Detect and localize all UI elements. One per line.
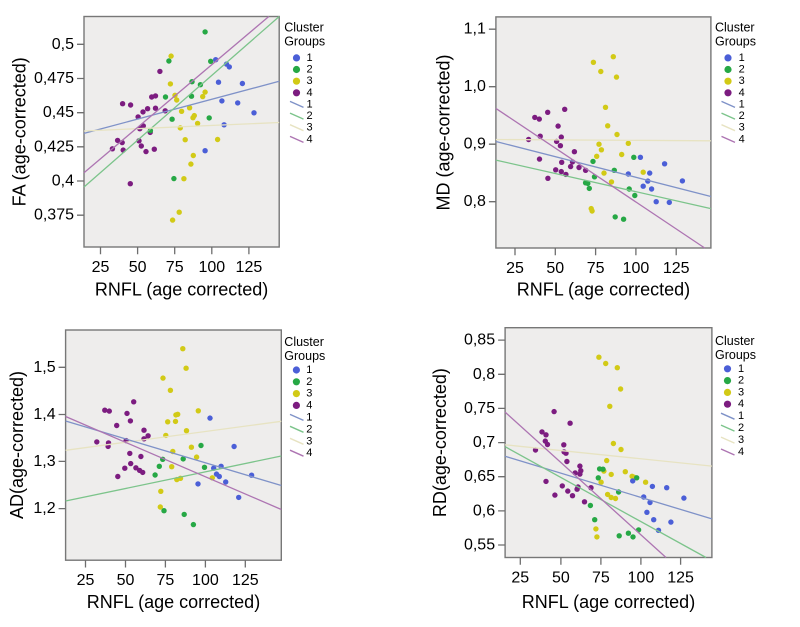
svg-text:3: 3 [738,386,744,398]
svg-text:3: 3 [307,122,313,134]
svg-text:2: 2 [307,110,313,122]
svg-text:0,5: 0,5 [52,36,74,53]
svg-text:AD(age-corrected): AD(age-corrected) [7,371,27,519]
svg-text:4: 4 [738,398,744,410]
svg-text:125: 125 [232,572,259,589]
svg-text:3: 3 [307,75,313,87]
svg-text:2: 2 [739,64,745,76]
svg-text:Groups: Groups [715,348,756,362]
svg-text:0,6: 0,6 [473,502,495,519]
svg-text:100: 100 [628,569,655,586]
svg-text:2: 2 [739,110,745,122]
svg-text:Cluster: Cluster [715,20,755,34]
svg-text:4: 4 [306,399,312,411]
svg-text:1: 1 [738,410,744,422]
svg-text:0,8: 0,8 [473,366,495,383]
svg-text:4: 4 [307,133,313,145]
svg-text:RNFL (age corrected): RNFL (age corrected) [95,279,268,299]
svg-text:75: 75 [587,260,605,277]
svg-text:0,85: 0,85 [464,332,495,349]
svg-text:RNFL (age corrected): RNFL (age corrected) [522,592,695,612]
svg-text:0,7: 0,7 [473,434,495,451]
svg-text:3: 3 [739,122,745,134]
svg-text:4: 4 [739,133,745,145]
svg-text:1: 1 [739,52,745,64]
svg-text:1: 1 [306,411,312,423]
svg-text:4: 4 [739,87,745,99]
svg-text:Groups: Groups [284,349,325,363]
svg-text:0,75: 0,75 [464,400,495,417]
svg-text:Groups: Groups [715,34,756,48]
svg-text:100: 100 [198,259,225,276]
svg-text:0,45: 0,45 [43,104,74,121]
svg-text:50: 50 [117,572,135,589]
svg-text:0,8: 0,8 [464,193,486,210]
svg-text:1: 1 [739,98,745,110]
svg-text:RNFL (age corrected): RNFL (age corrected) [517,279,690,299]
svg-text:100: 100 [192,572,219,589]
svg-text:1: 1 [307,98,313,110]
svg-text:1,2: 1,2 [33,500,55,517]
svg-text:Cluster: Cluster [715,334,755,348]
svg-text:125: 125 [667,569,694,586]
svg-text:4: 4 [738,446,744,458]
svg-text:50: 50 [129,259,147,276]
svg-text:FA (age-corrected): FA (age-corrected) [10,57,30,206]
svg-text:0,55: 0,55 [464,537,495,554]
svg-text:1: 1 [738,363,744,375]
svg-text:1,4: 1,4 [33,406,55,423]
svg-text:RD(age-corrected): RD(age-corrected) [430,368,450,517]
svg-text:Cluster: Cluster [284,20,324,34]
svg-text:0,65: 0,65 [464,468,495,485]
svg-text:0,9: 0,9 [464,136,486,153]
svg-text:75: 75 [157,572,175,589]
svg-text:2: 2 [738,375,744,387]
svg-text:Groups: Groups [284,34,325,48]
svg-text:125: 125 [236,259,263,276]
svg-text:3: 3 [306,435,312,447]
svg-text:3: 3 [738,434,744,446]
svg-text:125: 125 [663,260,690,277]
svg-text:2: 2 [306,423,312,435]
svg-text:2: 2 [307,64,313,76]
svg-text:25: 25 [506,260,524,277]
svg-text:50: 50 [546,260,564,277]
svg-text:0,4: 0,4 [52,173,74,190]
svg-text:1: 1 [307,52,313,64]
svg-text:RNFL (age corrected): RNFL (age corrected) [87,592,260,612]
svg-text:1,0: 1,0 [464,78,486,95]
svg-text:3: 3 [306,388,312,400]
svg-text:100: 100 [623,260,650,277]
svg-text:1: 1 [306,364,312,376]
svg-text:75: 75 [592,569,610,586]
svg-text:MD (age-corrected): MD (age-corrected) [434,54,454,210]
svg-text:25: 25 [77,572,95,589]
svg-text:2: 2 [306,376,312,388]
svg-text:25: 25 [511,569,529,586]
svg-text:1,1: 1,1 [464,21,486,38]
svg-text:50: 50 [552,569,570,586]
svg-text:2: 2 [738,422,744,434]
svg-text:Cluster: Cluster [284,335,324,349]
svg-text:3: 3 [739,75,745,87]
svg-text:1,5: 1,5 [33,359,55,376]
svg-text:0,375: 0,375 [34,207,74,224]
svg-text:0,475: 0,475 [34,70,74,87]
svg-text:75: 75 [166,259,184,276]
svg-text:4: 4 [306,447,312,459]
svg-text:25: 25 [92,259,110,276]
svg-text:4: 4 [307,87,313,99]
svg-text:0,425: 0,425 [34,138,74,155]
svg-text:1,3: 1,3 [33,453,55,470]
